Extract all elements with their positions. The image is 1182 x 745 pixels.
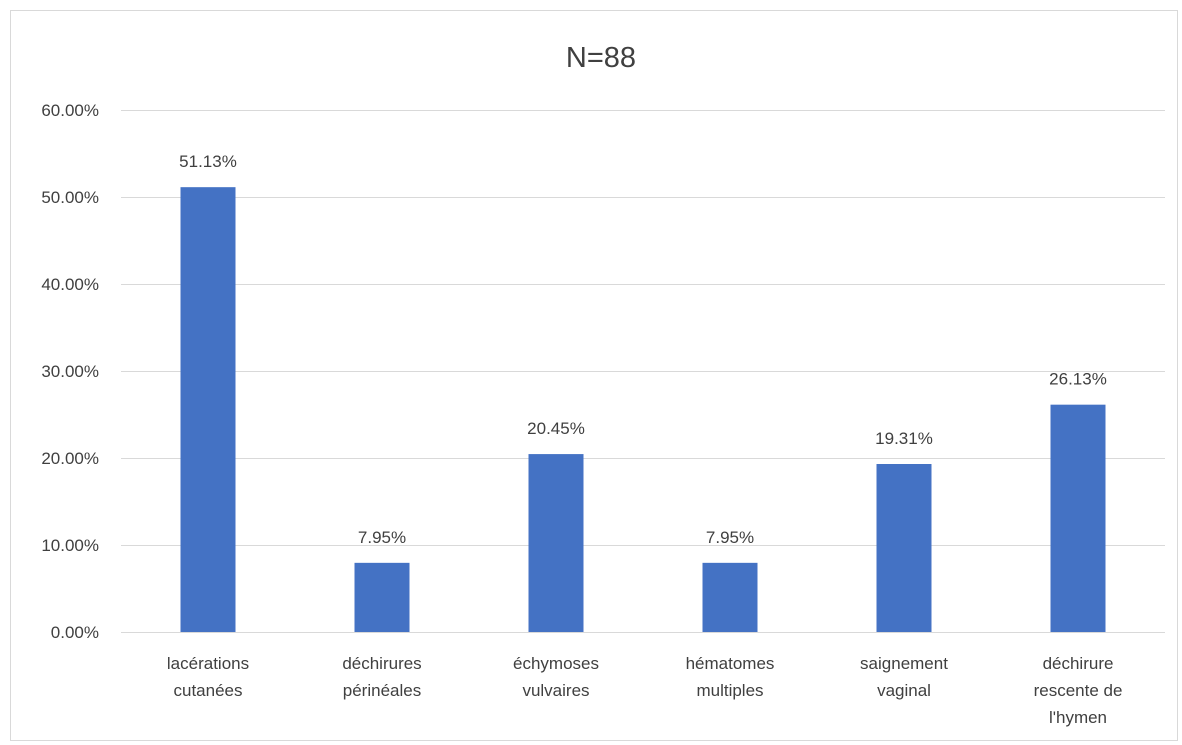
y-tick-label: 10.00% [41, 536, 99, 555]
bars [180, 187, 1106, 632]
data-label: 7.95% [358, 528, 406, 547]
data-label: 51.13% [179, 152, 237, 171]
data-label: 19.31% [875, 429, 933, 448]
y-tick-label: 50.00% [41, 188, 99, 207]
category-label: saignement vaginal [860, 654, 948, 700]
y-axis-tick-labels: 0.00% 10.00% 20.00% 30.00% 40.00% 50.00% 60.00… [41, 101, 99, 642]
chart-title: N=88 [566, 42, 636, 74]
y-tick-label: 60.00% [41, 101, 99, 120]
bar [702, 562, 758, 632]
bar [180, 187, 236, 632]
y-tick-label: 20.00% [41, 449, 99, 468]
y-tick-label: 0.00% [51, 623, 99, 642]
gridlines [121, 110, 1165, 633]
y-tick-label: 30.00% [41, 362, 99, 381]
category-label: hématomes multiples [686, 654, 775, 700]
category-label: échymoses vulvaires [513, 654, 599, 700]
data-label: 26.13% [1049, 370, 1107, 389]
data-label: 7.95% [706, 528, 754, 547]
x-axis-category-labels: lacérations cutanées déchirures périnéales é… [167, 654, 1123, 727]
bar [876, 464, 932, 632]
data-labels: 51.13% 7.95% 20.45% 7.95% 19.31% 26.13% [179, 152, 1107, 547]
bar [354, 562, 410, 632]
bar [1050, 404, 1106, 632]
y-tick-label: 40.00% [41, 275, 99, 294]
category-label: déchirures périnéales [342, 654, 421, 700]
category-label: déchirure rescente de l'hymen [1034, 654, 1123, 727]
bar [528, 454, 584, 632]
category-label: lacérations cutanées [167, 654, 249, 700]
data-label: 20.45% [527, 419, 585, 438]
